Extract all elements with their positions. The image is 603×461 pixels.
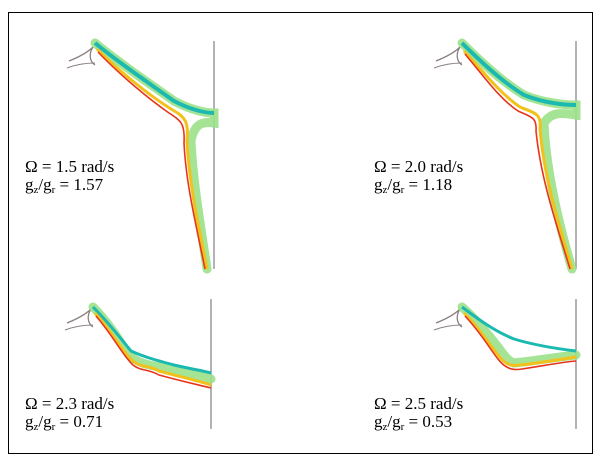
panel-1-label: Ω = 1.5 rad/s gz/gr = 1.57 xyxy=(25,158,114,194)
panel-4-label: Ω = 2.5 rad/s gz/gr = 0.53 xyxy=(374,395,463,431)
omega-value: Ω = 1.5 rad/s xyxy=(25,158,114,176)
film-shape-1 xyxy=(9,13,299,273)
panel-omega-2-5: Ω = 2.5 rad/s gz/gr = 0.53 xyxy=(374,293,594,453)
panel-omega-2-0: Ω = 2.0 rad/s gz/gr = 1.18 xyxy=(374,13,594,273)
panel-omega-1-5: Ω = 1.5 rad/s gz/gr = 1.57 xyxy=(9,13,299,273)
figure-frame: Ω = 1.5 rad/s gz/gr = 1.57 Ω = 2.0 rad/s… xyxy=(8,12,593,454)
omega-value: Ω = 2.0 rad/s xyxy=(374,158,463,176)
omega-value: Ω = 2.3 rad/s xyxy=(25,395,114,413)
gravity-ratio: gz/gr = 0.71 xyxy=(25,413,114,431)
gravity-ratio: gz/gr = 1.18 xyxy=(374,176,463,194)
panel-omega-2-3: Ω = 2.3 rad/s gz/gr = 0.71 xyxy=(9,293,299,453)
omega-value: Ω = 2.5 rad/s xyxy=(374,395,463,413)
film-shape-2 xyxy=(374,13,594,273)
gravity-ratio: gz/gr = 0.53 xyxy=(374,413,463,431)
panel-3-label: Ω = 2.3 rad/s gz/gr = 0.71 xyxy=(25,395,114,431)
gravity-ratio: gz/gr = 1.57 xyxy=(25,176,114,194)
panel-2-label: Ω = 2.0 rad/s gz/gr = 1.18 xyxy=(374,158,463,194)
